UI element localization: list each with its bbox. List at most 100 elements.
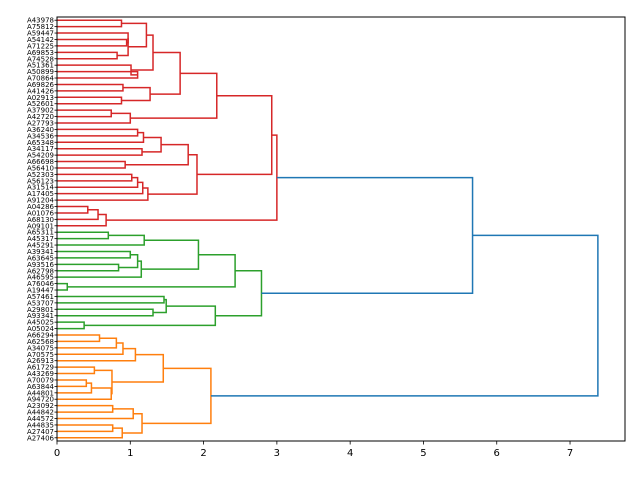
dendrogram-link-29 [57, 208, 99, 221]
dendrogram-link-14 [57, 112, 132, 124]
leaf-label: A04286 [27, 203, 55, 211]
dendrogram-link-37 [57, 260, 143, 278]
dendrogram-link-61 [57, 427, 123, 439]
leaf-label: A74528 [27, 55, 54, 63]
dendrogram-link-48 [57, 334, 101, 343]
dendrogram-link-11 [121, 86, 151, 102]
dendrogram-link-2 [57, 32, 129, 44]
leaf-label: A17405 [27, 190, 54, 198]
leaf-label: A66294 [27, 332, 55, 340]
leaf-label: A70864 [27, 75, 55, 83]
leaf-label: A65348 [27, 139, 54, 147]
leaf-label: A70575 [27, 351, 54, 359]
dendrogram-link-52 [57, 366, 96, 375]
leaf-label: A91204 [27, 197, 55, 205]
leaf-label: A44801 [27, 389, 54, 397]
dendrogram-link-44 [57, 321, 85, 330]
leaf-label: A54209 [27, 152, 54, 160]
plot-frame [56, 16, 626, 442]
leaf-label: A93341 [27, 312, 54, 320]
dendrogram-link-62 [122, 412, 143, 434]
leaf-label: A27407 [27, 428, 54, 436]
leaf-label: A56123 [27, 177, 54, 185]
leaf-label: A27793 [27, 120, 54, 128]
leaf-label: A44835 [27, 421, 54, 429]
dendrogram-link-60 [57, 424, 114, 433]
dendrogram-link-50 [57, 342, 124, 356]
leaf-label: A31514 [27, 184, 55, 192]
dendrogram-link-55 [57, 387, 112, 400]
dendrogram-link-53 [57, 379, 88, 388]
dendrogram-link-34 [57, 250, 132, 259]
dendrogram-link-46 [215, 270, 263, 317]
dendrogram-link-54 [57, 382, 93, 394]
leaf-label: A57461 [27, 293, 54, 301]
leaf-label: A75812 [27, 23, 54, 31]
dendrogram-link-19 [142, 136, 162, 153]
dendrogram-link-12 [150, 51, 181, 95]
leaf-label: A66698 [27, 158, 54, 166]
leaf-label: A52303 [27, 171, 54, 179]
leaf-label: A05024 [27, 325, 55, 333]
dendrogram-link-63 [142, 367, 212, 425]
dendrogram-link-57 [111, 353, 165, 383]
dendrogram-link-59 [57, 408, 134, 420]
leaf-label: A34075 [27, 344, 54, 352]
dendrogram-link-6 [57, 70, 139, 79]
x-tick-label: 5 [420, 448, 426, 459]
leaf-label: A62798 [27, 267, 54, 275]
leaf-label: A41426 [27, 87, 55, 95]
dendrogram-link-5 [121, 22, 148, 48]
dendrogram-link-64 [210, 234, 599, 397]
dendrogram-link-17 [57, 131, 145, 144]
leaf-label: A09101 [27, 222, 54, 230]
dendrogram-link-36 [118, 253, 139, 269]
dendrogram-link-56 [94, 369, 113, 395]
leaf-label: A70079 [27, 376, 54, 384]
dendrogram-link-47 [261, 176, 474, 294]
leaf-label: A61729 [27, 364, 54, 372]
dendrogram-links [57, 19, 599, 439]
leaf-label: A26913 [27, 357, 54, 365]
leaf-label: A37902 [27, 107, 54, 115]
dendrogram-link-38 [141, 239, 200, 270]
leaf-label: A63645 [27, 254, 54, 262]
leaf-label: A44572 [27, 415, 54, 423]
leaf-label: A01076 [27, 209, 55, 217]
leaf-label: A34536 [27, 132, 55, 140]
leaf-label: A53707 [27, 299, 54, 307]
leaf-labels: A43978A75812A59447A54142A71225A69853A745… [27, 17, 57, 442]
dendrogram-link-22 [57, 173, 133, 182]
dendrogram-link-58 [57, 404, 114, 413]
leaf-label: A42720 [27, 113, 54, 121]
x-tick-label: 0 [54, 448, 60, 459]
dendrogram-link-7 [57, 64, 138, 76]
leaf-label: A69826 [27, 81, 55, 89]
dendrogram-link-32 [57, 231, 110, 240]
dendrogram-link-16 [57, 128, 139, 137]
dendrogram-link-23 [57, 176, 139, 188]
dendrogram-link-28 [57, 205, 89, 214]
leaf-label: A54142 [27, 36, 54, 44]
x-tick-label: 7 [567, 448, 573, 459]
dendrogram-link-9 [57, 83, 124, 92]
leaf-label: A51361 [27, 62, 54, 70]
leaf-label: A36240 [27, 126, 54, 134]
leaf-label: A65311 [27, 229, 54, 237]
dendrogram-link-18 [57, 147, 143, 156]
leaf-label: A68130 [27, 216, 54, 224]
leaf-label: A94720 [27, 396, 54, 404]
leaf-label: A93516 [27, 261, 55, 269]
dendrogram-link-4 [117, 37, 129, 57]
dendrogram-link-10 [57, 96, 123, 105]
leaf-label: A59447 [27, 30, 54, 38]
dendrogram-link-33 [57, 234, 145, 246]
dendrogram-link-49 [57, 337, 118, 349]
leaf-label: A62568 [27, 338, 54, 346]
dendrogram-link-39 [57, 282, 69, 291]
dendrogram-link-3 [57, 51, 118, 60]
dendrogram-link-45 [84, 305, 217, 327]
leaf-label: A69853 [27, 49, 54, 57]
